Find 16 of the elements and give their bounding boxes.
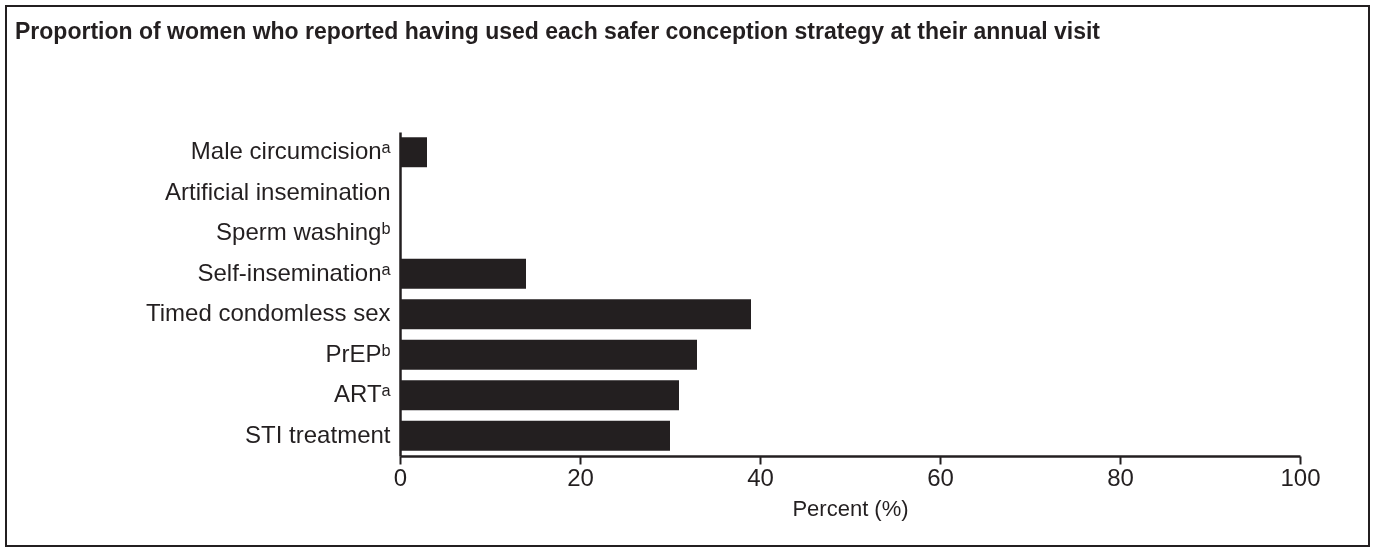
x-tick-label: 0 xyxy=(393,463,408,491)
y-tick-label: STI treatment xyxy=(245,420,391,448)
chart-title: Proportion of women who reported having used each safer conception strategy at their annual visit xyxy=(15,18,1101,44)
y-tick-label: Male circumcisionᵃ xyxy=(190,137,392,165)
x-axis-title: Percent (%) xyxy=(792,495,909,521)
x-tick-label: 60 xyxy=(927,463,954,491)
y-tick-label: Timed condomless sex xyxy=(145,299,391,327)
y-tick-label: ARTᵃ xyxy=(334,380,392,408)
x-tick-label: 40 xyxy=(747,463,774,491)
y-tick-label: PrEPᵇ xyxy=(325,339,391,367)
y-tick-label: Sperm washingᵇ xyxy=(216,218,391,246)
x-tick-label: 20 xyxy=(567,463,594,491)
x-tick-label: 100 xyxy=(1280,463,1321,491)
y-tick-label: Artificial insemination xyxy=(165,177,391,205)
x-tick-label: 80 xyxy=(1107,463,1134,491)
y-tick-label: Self-inseminationᵃ xyxy=(197,258,392,286)
